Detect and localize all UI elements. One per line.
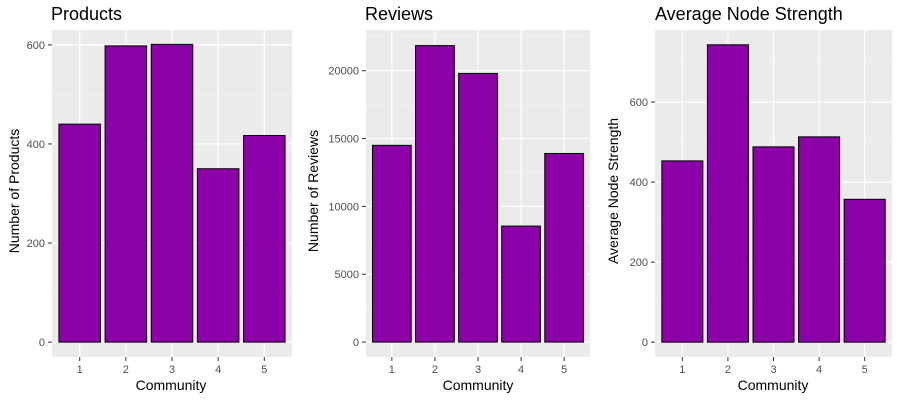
bar — [752, 146, 795, 343]
panel-products: Products Number of Products Community 0 2… — [6, 4, 292, 393]
panel-average-node-strength: Average Node Strength Average Node Stren… — [605, 4, 892, 393]
bar — [661, 160, 704, 343]
bar — [458, 72, 498, 343]
x-axis-title: Community — [443, 377, 514, 393]
x-axis-title: Community — [136, 377, 207, 393]
panel-title: Products — [51, 4, 122, 24]
panel-title: Reviews — [365, 4, 433, 24]
panel-reviews: Reviews Number of Reviews Community 0 500… — [305, 4, 590, 393]
bar — [243, 135, 286, 343]
x-tick-label: 5 — [862, 364, 868, 376]
x-tick-label: 2 — [725, 364, 731, 376]
x-tick-label: 4 — [816, 364, 822, 376]
y-tick-label: 600 — [27, 40, 45, 52]
y-tick-label: 0 — [642, 337, 648, 349]
y-tick-label: 200 — [630, 257, 648, 269]
x-tick-label: 4 — [215, 364, 221, 376]
y-axis-title: Number of Reviews — [305, 130, 321, 252]
x-tick-label: 4 — [518, 364, 524, 376]
x-tick-label: 3 — [169, 364, 175, 376]
bar — [196, 168, 240, 343]
x-tick-label: 1 — [77, 364, 83, 376]
bar — [544, 152, 585, 343]
y-tick-label: 20000 — [328, 66, 359, 78]
bar — [150, 43, 194, 343]
y-tick-label: 0 — [39, 337, 45, 349]
plot-area: 0 200 400 600 1 2 3 4 5 — [630, 30, 892, 376]
bar — [501, 225, 541, 343]
bar — [371, 144, 412, 343]
x-tick-label: 1 — [389, 364, 395, 376]
bar — [415, 45, 455, 343]
y-tick-label: 400 — [630, 177, 648, 189]
bar — [798, 136, 841, 343]
bar — [706, 44, 749, 343]
x-tick-label: 3 — [770, 364, 776, 376]
x-tick-label: 2 — [123, 364, 129, 376]
x-tick-label: 3 — [475, 364, 481, 376]
y-tick-label: 15000 — [328, 134, 359, 146]
x-tick-label: 5 — [561, 364, 567, 376]
bar — [58, 123, 101, 343]
y-tick-label: 5000 — [335, 269, 359, 281]
plot-area: 0 200 400 600 1 2 3 4 5 — [27, 30, 292, 376]
x-axis-title: Community — [738, 377, 809, 393]
y-tick-label: 200 — [27, 238, 45, 250]
y-tick-label: 10000 — [328, 201, 359, 213]
y-tick-label: 400 — [27, 139, 45, 151]
y-tick-label: 600 — [630, 97, 648, 109]
bar — [843, 198, 886, 343]
panel-title: Average Node Strength — [655, 4, 843, 24]
y-axis-title: Number of Products — [6, 129, 22, 254]
bar — [104, 45, 148, 343]
plot-area: 0 5000 10000 15000 20000 1 2 3 4 5 — [328, 30, 590, 376]
y-tick-label: 0 — [353, 337, 359, 349]
y-axis-title: Average Node Strength — [605, 118, 621, 264]
x-tick-label: 1 — [679, 364, 685, 376]
x-tick-label: 5 — [261, 364, 267, 376]
x-tick-label: 2 — [432, 364, 438, 376]
